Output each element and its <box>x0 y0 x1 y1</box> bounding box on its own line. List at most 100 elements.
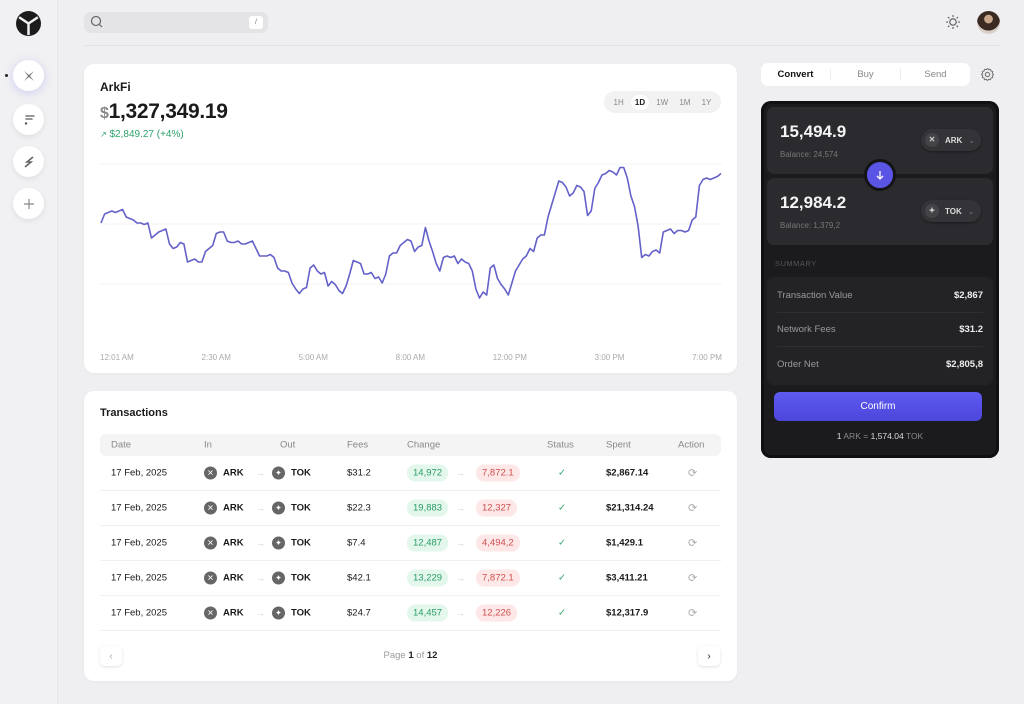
from-token-select[interactable]: ✕ ARK ⌄ <box>921 129 981 151</box>
tab-convert[interactable]: Convert <box>761 69 831 80</box>
refresh-icon[interactable]: ⟳ <box>688 502 698 515</box>
sidebar-item-bolt[interactable] <box>13 146 44 177</box>
table-row[interactable]: 17 Feb, 2025 ✕ ARK → ✦ TOK $7.4 12,487 → 4,494,2 ✓… <box>100 526 721 561</box>
cell-out: ✦ TOK <box>272 501 311 515</box>
sidebar-item-ark[interactable] <box>13 60 44 91</box>
sidebar <box>0 0 58 704</box>
ark-token-icon: ✕ <box>925 133 939 147</box>
sidebar-item-f[interactable] <box>13 104 44 135</box>
col-status[interactable]: Status <box>547 439 574 451</box>
table-row[interactable]: 17 Feb, 2025 ✕ ARK → ✦ TOK $22.3 19,883 → 12,327 ✓… <box>100 491 721 526</box>
change-to-badge: 12,226 <box>476 604 518 622</box>
change-from-badge: 19,883 <box>407 499 449 517</box>
to-amount-input[interactable]: 12,984.2 <box>780 193 847 212</box>
change-from-badge: 14,972 <box>407 464 449 482</box>
cell-in: ✕ ARK <box>204 501 244 515</box>
user-avatar[interactable] <box>977 11 1000 34</box>
convert-panel: 15,494.9 Balance: 24,574 ✕ ARK ⌄ 12,984.… <box>761 101 999 458</box>
cell-spent: $1,429.1 <box>606 537 643 549</box>
active-indicator <box>5 74 8 77</box>
arrow-down-icon <box>876 171 884 180</box>
arrow-right-icon: → <box>256 468 265 478</box>
gear-icon[interactable] <box>980 67 995 82</box>
status-check-icon: ✓ <box>558 467 566 479</box>
col-change[interactable]: Change <box>407 439 441 451</box>
cell-out: ✦ TOK <box>272 466 311 480</box>
tab-send[interactable]: Send <box>924 69 947 80</box>
change-to-badge: 12,327 <box>476 499 518 517</box>
search-shortcut-key: / <box>249 16 263 29</box>
cell-out: ✦ TOK <box>272 536 311 550</box>
prev-page-button[interactable]: ‹ <box>100 646 122 666</box>
refresh-icon[interactable]: ⟳ <box>688 467 698 480</box>
exchange-rate: 1 ARK = 1,574.04 TOK <box>836 431 924 441</box>
status-check-icon: ✓ <box>558 572 566 584</box>
chart-series-line <box>100 166 722 299</box>
arrow-right-icon: → <box>456 503 465 513</box>
col-spent[interactable]: Spent <box>606 439 631 451</box>
cell-fees: $7.4 <box>347 537 366 549</box>
table-row[interactable]: 17 Feb, 2025 ✕ ARK → ✦ TOK $42.1 13,229 → 7,872.1… <box>100 561 721 596</box>
change-to-badge: 7,872.1 <box>476 464 520 482</box>
range-1d[interactable]: 1D <box>630 94 650 110</box>
cell-fees: $22.3 <box>347 502 371 514</box>
refresh-icon[interactable]: ⟳ <box>688 572 698 585</box>
cell-in: ✕ ARK <box>204 606 244 620</box>
summary-row-transaction-value: Transaction Value $2,867 <box>777 279 983 313</box>
search-input[interactable]: / <box>84 12 268 33</box>
transactions-card: Transactions Date In Out Fees Change Sta… <box>84 391 737 681</box>
confirm-button[interactable]: Confirm <box>774 392 982 421</box>
cell-fees: $42.1 <box>347 572 371 584</box>
cell-in: ✕ ARK <box>204 536 244 550</box>
ark-token-icon: ✕ <box>204 501 217 515</box>
tok-token-icon: ✦ <box>925 204 939 218</box>
ark-token-icon: ✕ <box>204 606 217 620</box>
col-action[interactable]: Action <box>678 439 705 451</box>
tok-token-icon: ✦ <box>272 606 285 620</box>
table-row[interactable]: 17 Feb, 2025 ✕ ARK → ✦ TOK $24.7 14,457 → 12,226 ✓… <box>100 596 721 631</box>
from-amount-input[interactable]: 15,494.9 <box>780 122 847 141</box>
range-1h[interactable]: 1H <box>613 97 624 107</box>
f-token-icon <box>24 114 35 125</box>
cell-spent: $2,867.14 <box>606 467 649 479</box>
refresh-icon[interactable]: ⟳ <box>688 607 698 620</box>
portfolio-chart-card: ArkFi $1,327,349.19 ↗ $2,849.27 (+4%) 1H… <box>84 64 737 373</box>
refresh-icon[interactable]: ⟳ <box>688 537 698 550</box>
next-page-button[interactable]: › <box>698 646 720 666</box>
change-from-badge: 12,487 <box>407 534 449 552</box>
swap-direction-button[interactable] <box>864 159 896 191</box>
arkfi-logo[interactable] <box>16 11 41 36</box>
table-row[interactable]: 17 Feb, 2025 ✕ ARK → ✦ TOK $31.2 14,972 → 7,872.1… <box>100 456 721 491</box>
range-1w[interactable]: 1W <box>656 97 669 107</box>
ark-token-icon: ✕ <box>204 536 217 550</box>
cell-date: 17 Feb, 2025 <box>111 537 167 549</box>
arrow-right-icon: → <box>456 573 465 583</box>
sun-icon[interactable] <box>945 14 961 30</box>
arrow-right-icon: → <box>456 608 465 618</box>
status-check-icon: ✓ <box>558 502 566 514</box>
summary-box: Transaction Value $2,867 Network Fees $31.… <box>767 277 993 385</box>
to-balance: Balance: 1,379,2 <box>780 221 841 230</box>
col-date[interactable]: Date <box>111 439 132 451</box>
cell-date: 17 Feb, 2025 <box>111 572 167 584</box>
cell-fees: $31.2 <box>347 467 371 479</box>
col-out[interactable]: Out <box>280 439 296 451</box>
col-fees[interactable]: Fees <box>347 439 369 451</box>
summary-row-order-net: Order Net $2,805,8 <box>777 358 983 370</box>
to-token-select[interactable]: ✦ TOK ⌄ <box>921 200 981 222</box>
portfolio-change: ↗ $2,849.27 (+4%) <box>100 129 184 140</box>
from-balance: Balance: 24,574 <box>780 150 838 159</box>
line-chart[interactable] <box>100 160 722 340</box>
tab-buy[interactable]: Buy <box>831 69 901 80</box>
tok-token-icon: ✦ <box>272 571 285 585</box>
sidebar-item-add[interactable] <box>13 188 44 219</box>
change-to-badge: 4,494,2 <box>476 534 520 552</box>
portfolio-value: $1,327,349.19 <box>100 100 228 123</box>
chart-title: ArkFi <box>100 80 131 94</box>
range-1y[interactable]: 1Y <box>701 97 712 107</box>
col-in[interactable]: In <box>204 439 212 451</box>
cell-in: ✕ ARK <box>204 571 244 585</box>
arrow-right-icon: → <box>256 503 265 513</box>
range-1m[interactable]: 1M <box>679 97 691 107</box>
cell-spent: $12,317.9 <box>606 607 649 619</box>
